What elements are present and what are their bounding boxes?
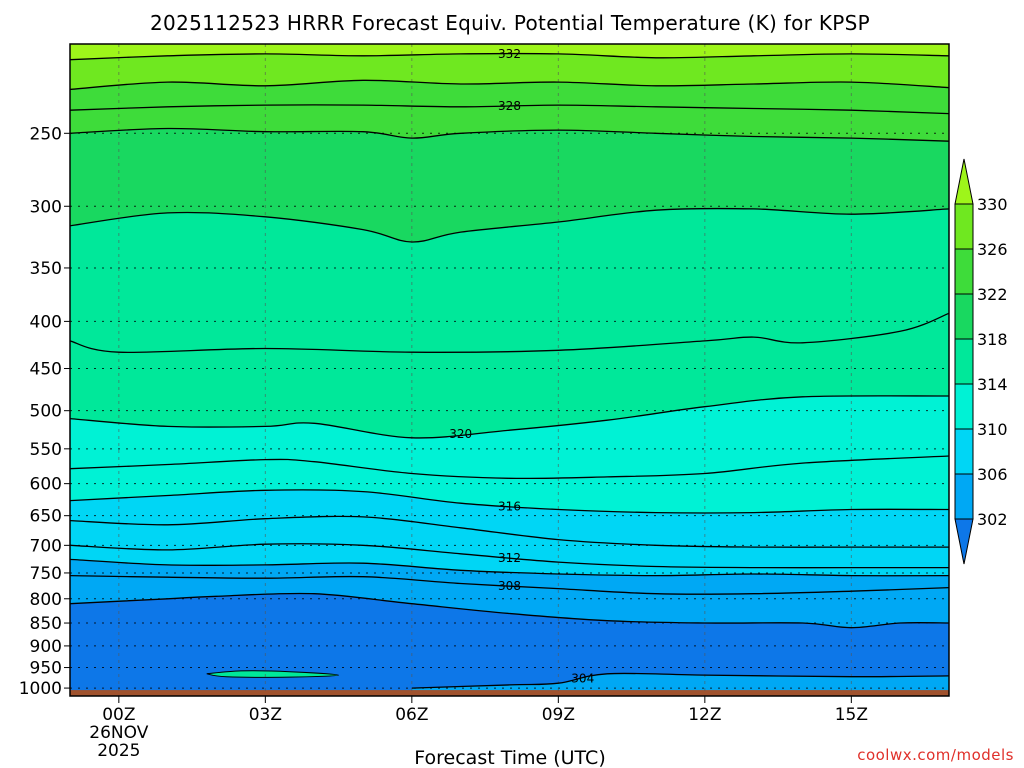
contour-label-328: 328	[498, 99, 521, 113]
y-tick-label: 950	[30, 659, 62, 679]
contour-label-text: 316	[498, 499, 521, 513]
y-tick-label: 650	[30, 507, 62, 527]
x-tick-label: 15Z	[835, 705, 868, 725]
y-tick-label: 800	[30, 590, 62, 610]
ground-strip	[70, 690, 949, 696]
contour-label-text: 308	[498, 579, 521, 593]
colorbar-label: 326	[977, 240, 1008, 259]
contour-324	[70, 207, 949, 243]
colorbar-segment	[954, 293, 974, 340]
contour-318	[70, 455, 949, 480]
x-date-label: 2025	[97, 741, 140, 761]
y-tick-label: 900	[30, 637, 62, 657]
contour-label-312: 312	[498, 551, 521, 565]
contour-322	[70, 312, 949, 354]
contour-label-text: 304	[571, 672, 594, 686]
contour-label-308: 308	[498, 579, 521, 593]
colorbar-label: 330	[977, 195, 1008, 214]
colorbar-label: 306	[977, 465, 1008, 484]
colorbar-segment	[954, 203, 974, 250]
colorbar-min-arrow	[954, 518, 974, 565]
y-tick-label: 550	[30, 440, 62, 460]
y-tick-label: 500	[30, 402, 62, 422]
colorbar-segment	[954, 473, 974, 520]
x-axis-label: Forecast Time (UTC)	[414, 747, 605, 768]
x-tick-label: 06Z	[395, 705, 428, 725]
contour-332	[70, 52, 949, 61]
y-tick-label: 400	[30, 312, 62, 332]
y-tick-label: 350	[30, 259, 62, 279]
chart-title: 2025112523 HRRR Forecast Equiv. Potentia…	[150, 11, 870, 35]
colorbar-label: 322	[977, 285, 1008, 304]
y-tick-label: 300	[30, 197, 62, 217]
warm-pocket	[206, 670, 340, 678]
contour-label-320: 320	[449, 427, 472, 441]
contour-304	[411, 672, 949, 689]
contour-label-text: 312	[498, 551, 521, 565]
x-tick-label: 00Z	[102, 705, 135, 725]
y-tick-label: 700	[30, 536, 62, 556]
colorbar-segment	[954, 428, 974, 475]
contour-label-text: 332	[498, 47, 521, 61]
colorbar-max-arrow	[954, 158, 974, 205]
fill-band-306	[70, 593, 949, 696]
y-tick-label: 1000	[19, 679, 62, 699]
colorbar-label: 310	[977, 420, 1008, 439]
colorbar-label: 302	[977, 510, 1008, 529]
y-tick-label: 750	[30, 564, 62, 584]
plot-frame	[69, 43, 950, 697]
colorbar-segment	[954, 248, 974, 295]
contour-label-316: 316	[498, 499, 521, 513]
colorbar-label: 318	[977, 330, 1008, 349]
colorbar-label: 314	[977, 375, 1008, 394]
y-tick-label: 600	[30, 475, 62, 495]
contour-314	[70, 515, 949, 548]
y-tick-label: 250	[30, 124, 62, 144]
x-tick-label: 03Z	[249, 705, 282, 725]
colorbar-segment	[954, 338, 974, 385]
contour-310	[70, 558, 949, 577]
contour-label-text: 320	[449, 427, 472, 441]
contour-layer: 332 328 320 316 312 308 304	[70, 47, 949, 689]
x-tick-label: 09Z	[542, 705, 575, 725]
contour-306	[70, 592, 949, 629]
contour-308	[70, 574, 949, 595]
contour-320	[70, 395, 949, 439]
y-tick-label: 450	[30, 360, 62, 380]
contour-label-304: 304	[571, 672, 594, 686]
contour-label-text: 328	[498, 99, 521, 113]
y-axis: 250 300 350 400 450 500 550 600 650 700 750 800 850 9…	[19, 124, 70, 699]
x-date-label: 26NOV	[89, 723, 148, 743]
contour-328	[70, 104, 949, 115]
colorbar-segment	[954, 383, 974, 430]
contour-312	[70, 543, 949, 569]
contour-326	[70, 127, 949, 142]
contour-330	[70, 79, 949, 91]
plot-area	[70, 44, 949, 696]
contour-316	[70, 489, 949, 514]
colorbar: 302 306 310 314 318 322 326 330	[954, 158, 1008, 565]
y-tick-label: 850	[30, 614, 62, 634]
contour-label-332: 332	[498, 47, 521, 61]
credit-text: coolwx.com/models	[857, 746, 1014, 764]
x-tick-label: 12Z	[688, 705, 721, 725]
